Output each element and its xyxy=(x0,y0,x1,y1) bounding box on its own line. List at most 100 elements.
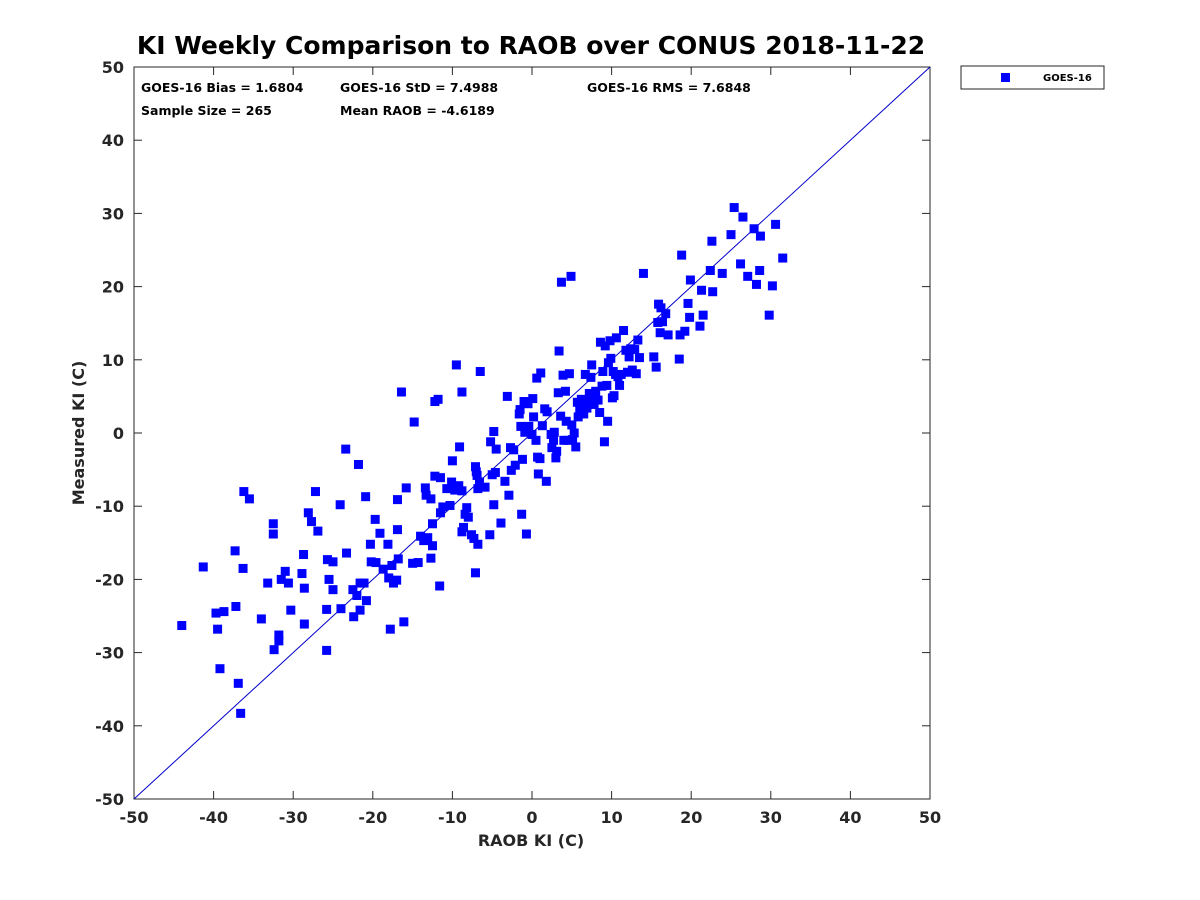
data-point xyxy=(342,548,352,558)
data-point xyxy=(583,396,593,406)
x-tick-label: 50 xyxy=(919,808,941,827)
data-point xyxy=(520,427,530,437)
data-point xyxy=(283,578,293,588)
data-point xyxy=(685,312,695,322)
data-point xyxy=(236,708,246,718)
data-point xyxy=(430,471,440,481)
data-point xyxy=(307,517,317,527)
data-point xyxy=(276,574,286,584)
data-point xyxy=(392,575,402,585)
data-point xyxy=(274,636,284,646)
data-point xyxy=(286,605,296,615)
data-point xyxy=(535,454,545,464)
data-point xyxy=(303,508,313,518)
data-point xyxy=(653,317,663,327)
data-point xyxy=(355,605,365,615)
chart-title: KI Weekly Comparison to RAOB over CONUS … xyxy=(137,31,925,60)
stat-bias: GOES-16 Bias = 1.6804 xyxy=(141,80,304,95)
x-tick-label: 20 xyxy=(680,808,702,827)
data-point xyxy=(695,321,705,331)
data-point xyxy=(230,546,240,556)
y-tick-label: -10 xyxy=(95,497,124,516)
data-point xyxy=(542,407,552,417)
data-point xyxy=(490,468,500,478)
data-point xyxy=(551,453,561,463)
data-point xyxy=(600,341,610,351)
y-tick-label: -40 xyxy=(95,717,124,736)
data-point xyxy=(244,494,254,504)
x-tick-label: 10 xyxy=(600,808,622,827)
data-point xyxy=(615,380,625,390)
data-point xyxy=(324,574,334,584)
data-point xyxy=(663,330,673,340)
data-point xyxy=(755,265,765,275)
data-point xyxy=(707,236,717,246)
data-point xyxy=(341,444,351,454)
data-point xyxy=(771,219,781,229)
data-point xyxy=(238,563,248,573)
data-point xyxy=(548,435,558,445)
data-point xyxy=(605,336,615,346)
data-point xyxy=(683,298,693,308)
x-tick-label: 30 xyxy=(760,808,782,827)
data-point xyxy=(566,271,576,281)
data-point xyxy=(598,367,608,377)
data-point xyxy=(558,370,568,380)
data-point xyxy=(547,443,557,453)
data-point xyxy=(310,487,320,497)
data-point xyxy=(408,558,418,568)
data-point xyxy=(198,562,208,572)
y-axis-label: Measured KI (C) xyxy=(69,361,88,506)
data-point xyxy=(524,421,534,431)
data-point xyxy=(638,268,648,278)
data-point xyxy=(353,459,363,469)
data-point xyxy=(726,230,736,240)
data-point xyxy=(623,367,633,377)
data-point xyxy=(532,373,542,383)
stat-sample-size: Sample Size = 265 xyxy=(141,103,272,118)
y-tick-label: -20 xyxy=(95,570,124,589)
data-point xyxy=(556,411,566,421)
data-point xyxy=(751,279,761,289)
y-tick-label: -50 xyxy=(95,790,124,809)
data-point xyxy=(392,495,402,505)
data-point xyxy=(352,591,362,601)
data-point xyxy=(385,624,395,634)
data-point xyxy=(328,557,338,567)
data-point xyxy=(749,224,759,234)
data-point xyxy=(486,437,496,447)
data-point xyxy=(515,405,525,415)
data-point xyxy=(268,529,278,539)
data-point xyxy=(322,604,332,614)
data-point xyxy=(509,445,519,455)
data-point xyxy=(717,268,727,278)
data-point xyxy=(491,444,501,454)
data-point xyxy=(552,446,562,456)
data-point xyxy=(705,265,715,275)
data-point xyxy=(447,477,457,487)
data-point xyxy=(616,369,626,379)
data-point xyxy=(480,482,490,492)
data-point xyxy=(656,303,666,313)
data-point xyxy=(473,539,483,549)
legend-entry-goes16: GOES-16 xyxy=(1043,73,1092,84)
data-point xyxy=(280,566,290,576)
data-point xyxy=(219,607,229,617)
data-point xyxy=(297,569,307,579)
y-tick-label: 10 xyxy=(102,351,124,370)
data-point xyxy=(606,353,616,363)
data-point xyxy=(426,553,436,563)
stat-std: GOES-16 StD = 7.4988 xyxy=(340,80,498,95)
data-point xyxy=(383,539,393,549)
data-point xyxy=(336,604,346,614)
y-tick-label: 40 xyxy=(102,131,124,150)
data-point xyxy=(361,492,371,502)
data-point xyxy=(510,460,520,470)
data-point xyxy=(451,360,461,370)
data-point xyxy=(568,435,578,445)
x-tick-label: -10 xyxy=(438,808,467,827)
data-point xyxy=(531,435,541,445)
data-point xyxy=(595,337,605,347)
data-point xyxy=(470,568,480,578)
data-point xyxy=(537,421,547,431)
